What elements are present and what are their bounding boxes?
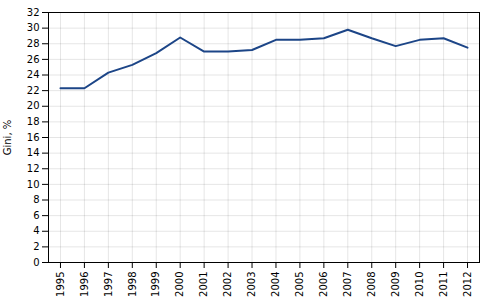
- svg-text:1998: 1998: [127, 272, 138, 297]
- svg-text:2001: 2001: [198, 272, 209, 297]
- svg-text:Gini, %: Gini, %: [2, 120, 13, 156]
- svg-text:8: 8: [33, 194, 39, 205]
- svg-text:2008: 2008: [366, 272, 377, 297]
- svg-text:22: 22: [27, 85, 40, 96]
- svg-text:28: 28: [27, 38, 40, 49]
- svg-text:2010: 2010: [414, 272, 425, 297]
- svg-text:2004: 2004: [270, 272, 281, 297]
- svg-text:30: 30: [27, 22, 40, 33]
- svg-text:4: 4: [33, 225, 39, 236]
- svg-text:10: 10: [27, 179, 40, 190]
- svg-text:2003: 2003: [246, 272, 257, 297]
- svg-text:24: 24: [27, 69, 40, 80]
- svg-text:20: 20: [27, 100, 40, 111]
- svg-text:26: 26: [27, 54, 40, 65]
- svg-text:1996: 1996: [79, 272, 90, 297]
- svg-text:1999: 1999: [150, 272, 161, 297]
- svg-text:2012: 2012: [462, 272, 473, 297]
- svg-text:0: 0: [33, 257, 39, 268]
- svg-text:2002: 2002: [222, 272, 233, 297]
- svg-text:32: 32: [27, 7, 40, 18]
- svg-text:14: 14: [27, 147, 40, 158]
- svg-text:16: 16: [27, 132, 40, 143]
- svg-text:2011: 2011: [438, 272, 449, 297]
- svg-text:1997: 1997: [103, 272, 114, 297]
- svg-text:2005: 2005: [294, 272, 305, 297]
- svg-text:1995: 1995: [55, 272, 66, 297]
- svg-text:2007: 2007: [342, 272, 353, 297]
- svg-text:2: 2: [33, 241, 39, 252]
- svg-text:2009: 2009: [390, 272, 401, 297]
- svg-text:2006: 2006: [318, 272, 329, 297]
- svg-text:2000: 2000: [174, 272, 185, 297]
- svg-text:18: 18: [27, 116, 40, 127]
- svg-text:12: 12: [27, 163, 40, 174]
- svg-text:6: 6: [33, 210, 39, 221]
